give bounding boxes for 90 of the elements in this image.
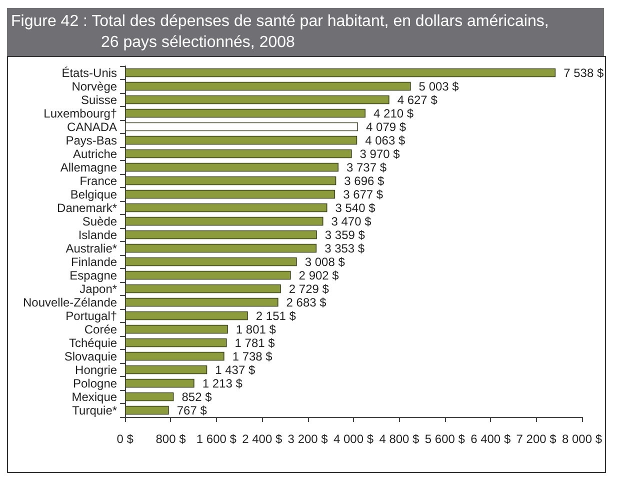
x-tick-label: 8 000 $ — [562, 432, 602, 446]
y-tick-label: Pologne — [73, 376, 118, 390]
data-label: 5 003 $ — [418, 79, 460, 94]
data-label: 7 538 $ — [564, 66, 604, 80]
y-tick-label: Suède — [82, 214, 118, 228]
bar — [125, 176, 336, 186]
data-label: 3 359 $ — [324, 228, 366, 242]
y-tick-label: Luxembourg† — [44, 106, 118, 120]
bar — [125, 136, 358, 145]
y-tick-label: Portugal† — [66, 308, 118, 323]
bar — [125, 298, 278, 307]
data-label: 1 781 $ — [234, 336, 276, 350]
y-tick-label: Suisse — [81, 92, 118, 107]
y-tick-label: Nouvelle-Zélande — [22, 295, 118, 310]
bar — [125, 406, 169, 415]
data-label: 2 902 $ — [298, 268, 340, 282]
bar — [125, 270, 291, 280]
data-label: 4 079 $ — [366, 120, 406, 134]
bar — [125, 108, 366, 118]
x-tick-label: 0 $ — [116, 432, 134, 446]
data-label: 3 970 $ — [360, 146, 400, 161]
y-tick-label: Islande — [78, 228, 118, 242]
y-tick-label: Danemark* — [57, 200, 118, 215]
bar — [125, 95, 390, 104]
x-tick-label: 800 $ — [156, 432, 186, 446]
data-label: 767 $ — [176, 403, 208, 418]
data-label: 3 470 $ — [331, 214, 372, 228]
y-tick-label: Mexique — [72, 390, 118, 404]
bar — [125, 392, 174, 402]
data-label: 3 008 $ — [304, 254, 346, 269]
data-label: 3 696 $ — [344, 174, 385, 188]
data-label: 2 151 $ — [256, 308, 296, 323]
data-label: 3 353 $ — [324, 241, 365, 256]
y-tick-label: Corée — [84, 322, 118, 336]
bar — [125, 378, 194, 388]
data-label: 1 213 $ — [202, 376, 243, 390]
x-tick-label: 1 600 $ — [196, 432, 237, 446]
x-tick-label: 4 800 $ — [379, 432, 420, 446]
y-tick-label: Norvège — [72, 79, 118, 94]
data-label: 2 683 $ — [286, 295, 327, 310]
data-label: 3 540 $ — [335, 200, 376, 215]
bar — [125, 149, 352, 158]
y-tick-label: CANADA — [67, 120, 118, 134]
data-label: 1 738 $ — [232, 349, 273, 364]
y-tick-label: Allemagne — [60, 160, 118, 174]
bar — [125, 122, 358, 132]
y-tick-label: France — [80, 174, 118, 188]
data-label: 4 063 $ — [365, 133, 406, 148]
bar — [125, 311, 248, 320]
data-label: 852 $ — [182, 390, 212, 404]
bar — [125, 352, 224, 361]
data-label: 3 677 $ — [343, 187, 384, 202]
y-tick-label: Australie* — [66, 241, 118, 256]
x-tick-label: 4 000 $ — [333, 432, 374, 446]
data-label: 4 210 $ — [374, 106, 414, 120]
data-label: 1 801 $ — [236, 322, 276, 336]
data-label: 4 627 $ — [397, 92, 438, 107]
y-tick-label: Turquie* — [72, 403, 118, 418]
x-tick-label: 3 200 $ — [288, 432, 328, 446]
bar — [125, 68, 556, 78]
bar — [125, 284, 281, 294]
y-tick-label: Finlande — [71, 254, 118, 269]
y-tick-label: Pays-Bas — [66, 133, 118, 148]
bar — [125, 230, 317, 240]
bar — [125, 82, 411, 91]
y-tick-label: États-Unis — [62, 66, 118, 80]
y-tick-label: Hongrie — [75, 362, 118, 377]
data-label: 1 437 $ — [215, 362, 256, 377]
bar — [125, 244, 317, 253]
x-tick-label: 5 600 $ — [424, 432, 466, 446]
y-tick-label: Belgique — [70, 187, 118, 202]
data-label: 3 737 $ — [346, 160, 387, 174]
y-tick-label: Autriche — [73, 146, 118, 161]
bar — [125, 190, 336, 199]
data-label: 2 729 $ — [288, 282, 330, 296]
x-tick-label: 6 400 $ — [470, 432, 511, 446]
y-tick-label: Tchéquie — [69, 336, 118, 350]
bar — [125, 365, 208, 374]
bar — [125, 162, 338, 172]
bar — [125, 257, 297, 266]
y-tick-label: Espagne — [70, 268, 118, 282]
x-tick-label: 7 200 $ — [516, 432, 557, 446]
chart-title: Figure 42 : Total des dépenses de santé par habitant, en dollars américains, 26 pays sélectionnés, 2008 — [7, 8, 604, 56]
y-tick-label: Japon* — [80, 282, 118, 296]
bar — [125, 324, 228, 334]
y-tick-label: Slovaquie — [64, 349, 118, 364]
bar — [125, 216, 324, 226]
bar — [125, 338, 227, 348]
bar — [125, 203, 328, 212]
x-tick-label: 2 400 $ — [242, 432, 282, 446]
